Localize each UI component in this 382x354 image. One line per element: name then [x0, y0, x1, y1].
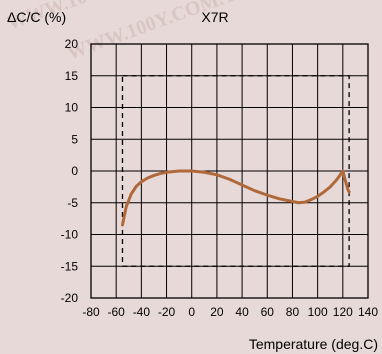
x-tick-label: 120 — [333, 305, 353, 319]
watermark: WWW.100Y.COM.TW — [64, 0, 258, 65]
y-tick-label: 10 — [65, 101, 79, 115]
y-tick-label: -20 — [61, 291, 79, 305]
x-tick-label: -60 — [108, 305, 126, 319]
x-tick-label: 40 — [235, 305, 249, 319]
x-tick-label: -20 — [158, 305, 176, 319]
x-axis-label: Temperature (deg.C) — [249, 336, 378, 352]
x-tick-label: 100 — [308, 305, 328, 319]
y-tick-label: -10 — [61, 228, 79, 242]
plot-grid — [90, 43, 369, 299]
spec-limit-box — [121, 75, 350, 267]
x-tick-label: -80 — [82, 305, 100, 319]
x-tick-label: 60 — [261, 305, 275, 319]
y-tick-label: 0 — [71, 164, 78, 178]
x-tick-label: 0 — [188, 305, 195, 319]
axis-ticks: -80 -60 -40 -20 0 20 40 60 80 100 120 140 20 15 10 5 0 -5… — [61, 37, 379, 319]
y-tick-label: -15 — [61, 259, 79, 273]
spec-limit-rect — [121, 75, 350, 267]
y-tick-label: 15 — [65, 69, 79, 83]
x-tick-label: 80 — [286, 305, 300, 319]
chart-title: X7R — [201, 9, 228, 25]
y-tick-label: 5 — [71, 132, 78, 146]
x-tick-label: 140 — [358, 305, 378, 319]
y-axis-label: ΔC/C (%) — [7, 9, 66, 25]
y-tick-label: 20 — [65, 37, 79, 51]
y-tick-label: -5 — [67, 196, 78, 210]
x-tick-label: -40 — [133, 305, 151, 319]
x-tick-label: 20 — [210, 305, 224, 319]
series-line — [120, 169, 351, 227]
series-layer — [120, 169, 351, 227]
